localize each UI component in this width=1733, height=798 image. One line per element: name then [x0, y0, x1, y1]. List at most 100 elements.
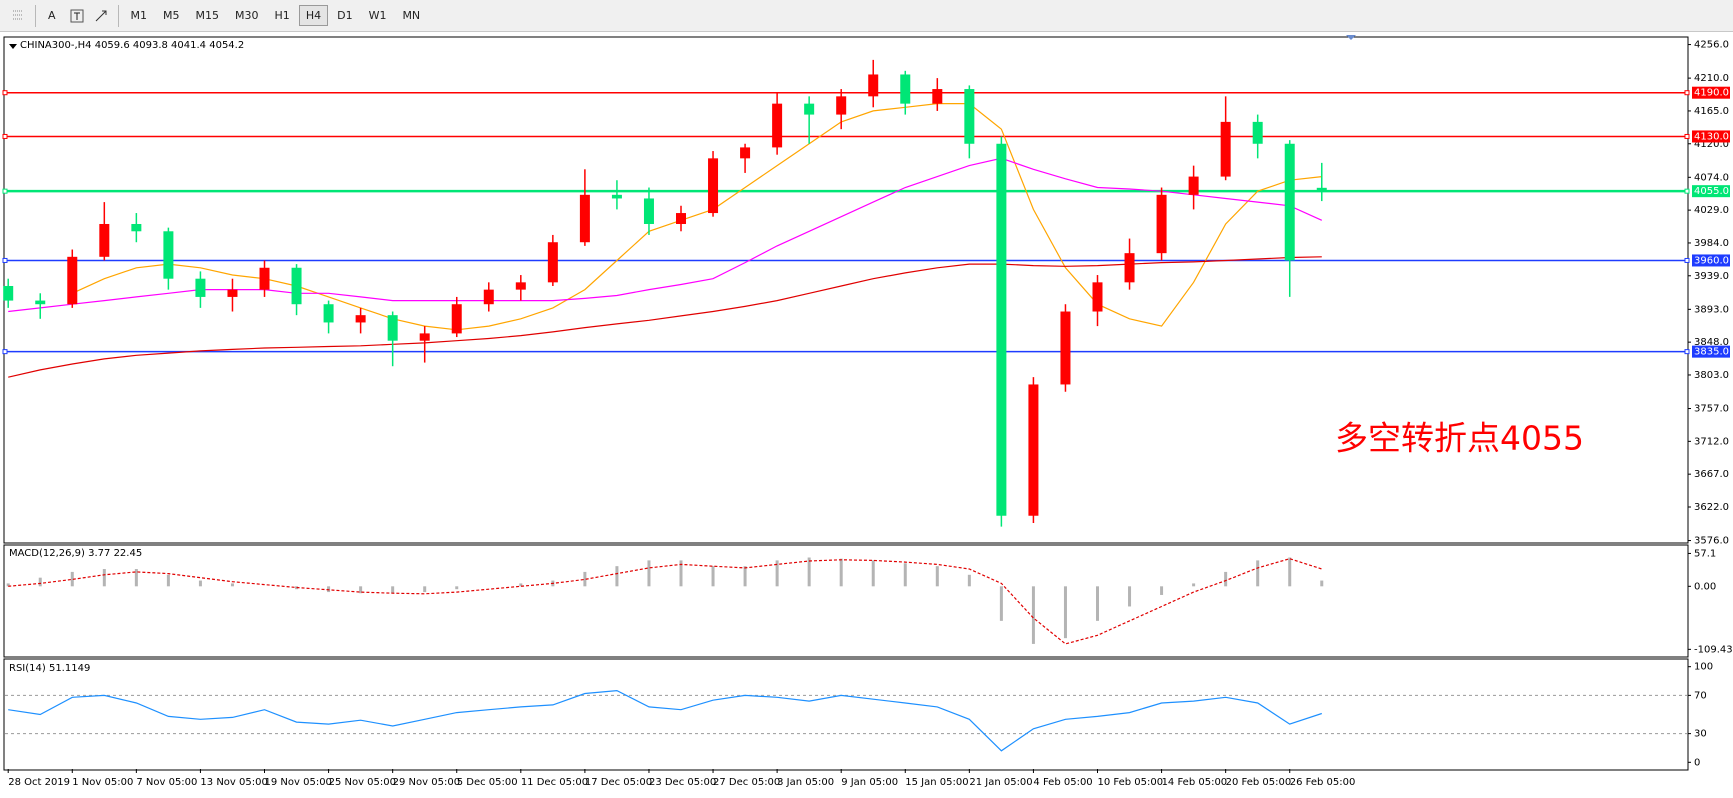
candle-body [643, 198, 654, 224]
period-button[interactable]: D1 [337, 9, 353, 22]
candle-body [483, 289, 494, 305]
candle-body [99, 223, 110, 257]
x-tick-label: 21 Jan 05:00 [969, 777, 1032, 788]
y-tick-label: 3622.0 [1694, 502, 1729, 513]
signal-line [8, 558, 1322, 645]
macd-bar [1031, 586, 1035, 644]
level-label: 3960.0 [1694, 255, 1729, 266]
macd-bar [1160, 586, 1164, 595]
y-tick-label: 3848.0 [1694, 337, 1729, 348]
x-tick-label: 4 Feb 05:00 [1033, 777, 1092, 788]
x-tick-label: 11 Dec 05:00 [521, 777, 588, 788]
candle-body [3, 285, 14, 301]
macd-bar [903, 563, 907, 587]
macd-bar [1095, 586, 1099, 621]
candle-body [515, 282, 526, 290]
macd-bar [1320, 580, 1324, 587]
period-button[interactable]: H4 [298, 5, 329, 26]
candle-body [323, 304, 334, 323]
level-marker [2, 257, 8, 263]
x-tick-label: 10 Feb 05:00 [1097, 777, 1163, 788]
candle-body [131, 223, 142, 232]
period-button[interactable]: MN [402, 9, 421, 22]
candle-body [676, 213, 687, 224]
macd-bar [871, 560, 875, 587]
macd-bar [999, 586, 1003, 621]
macd-bar [967, 574, 971, 587]
y-tick-label: 3712.0 [1694, 436, 1729, 447]
candle-body [579, 194, 590, 243]
toolbar: A M1 M5 M15 M30 H1 H4 D1 W1 MN [0, 0, 1733, 32]
macd-bar [1192, 583, 1196, 587]
macd-bar [519, 583, 523, 587]
x-tick-label: 23 Dec 05:00 [649, 777, 716, 788]
period-button[interactable]: M15 [195, 9, 220, 22]
macd-bar [1063, 586, 1067, 639]
period-button[interactable]: W1 [368, 9, 387, 22]
candle-body [1220, 121, 1231, 177]
candle-body [259, 267, 270, 290]
macd-bar [839, 558, 843, 587]
period-button[interactable]: H1 [274, 9, 290, 22]
candle-body [35, 300, 46, 305]
symbol-menu-arrow[interactable] [9, 44, 17, 49]
rsi-title: RSI(14) 51.1149 [9, 663, 90, 674]
level-marker [2, 349, 8, 355]
candle-body [1252, 121, 1263, 144]
candle-body [932, 89, 943, 104]
macd-bar [1128, 586, 1132, 607]
macd-bar [134, 569, 138, 587]
macd-bar [455, 586, 459, 590]
x-tick-label: 9 Jan 05:00 [841, 777, 898, 788]
macd-bar [647, 560, 651, 587]
main-panel [3, 36, 1689, 544]
period-button[interactable]: M30 [235, 9, 259, 22]
y-tick-label: 57.1 [1694, 548, 1716, 559]
x-tick-label: 3 Jan 05:00 [777, 777, 834, 788]
macd-title: MACD(12,26,9) 3.77 22.45 [9, 548, 142, 559]
y-tick-label: 4074.0 [1694, 172, 1729, 183]
macd-bar [391, 586, 395, 594]
y-tick-label: 3939.0 [1694, 271, 1729, 282]
macd-bar [6, 583, 10, 587]
candle-body [804, 103, 815, 115]
y-tick-label: 3984.0 [1694, 238, 1729, 249]
candle-body [1188, 176, 1199, 195]
x-tick-label: 15 Jan 05:00 [905, 777, 968, 788]
level-marker [2, 133, 8, 139]
toolbar-button[interactable]: A [48, 9, 56, 22]
candle-body [1156, 194, 1167, 254]
chart: CHINA300-,H4 4059.6 4093.8 4041.4 4054.2… [2, 35, 1733, 788]
arrows-icon[interactable] [94, 9, 108, 23]
candle-body [1060, 311, 1071, 385]
level-marker [1684, 349, 1690, 355]
x-tick-label: 13 Nov 05:00 [200, 777, 267, 788]
candle-body [611, 194, 622, 199]
x-tick-label: 5 Dec 05:00 [457, 777, 518, 788]
y-tick-label: 4029.0 [1694, 205, 1729, 216]
y-tick-label: 30 [1694, 729, 1707, 740]
x-tick-label: 17 Dec 05:00 [585, 777, 652, 788]
text-label-icon[interactable] [70, 9, 84, 23]
macd-bar [775, 560, 779, 587]
grip-icon [13, 10, 23, 19]
rsi-panel [3, 658, 1689, 771]
level-marker [1684, 257, 1690, 263]
level-marker [2, 188, 8, 194]
period-button[interactable]: M1 [130, 9, 148, 22]
level-marker [2, 90, 8, 96]
level-label-box [1692, 345, 1730, 358]
x-tick-label: 14 Feb 05:00 [1162, 777, 1228, 788]
annotation: 多空转折点4055 [1335, 419, 1584, 458]
macd-bar [583, 571, 587, 587]
macd-bar [1256, 560, 1260, 587]
level-marker [1684, 90, 1690, 96]
x-tick-label: 7 Nov 05:00 [136, 777, 197, 788]
y-tick-label: 3803.0 [1694, 370, 1729, 381]
period-button[interactable]: M5 [163, 9, 180, 22]
macd-bar [70, 571, 74, 587]
candle-body [547, 242, 558, 283]
candle-body [868, 74, 879, 97]
macd-bar [679, 560, 683, 587]
macd-bar [743, 566, 747, 587]
